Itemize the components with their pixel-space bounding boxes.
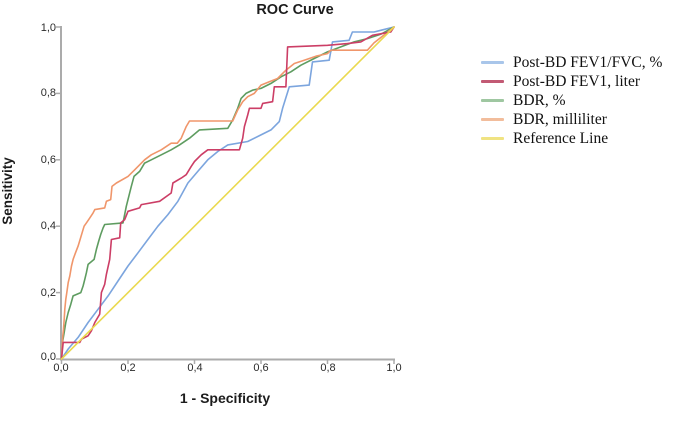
- x-tick-label: 1,0: [386, 362, 402, 374]
- x-tick-label: 0,2: [120, 362, 136, 374]
- roc-curve: [60, 26, 395, 360]
- y-tick-label: 0,4: [40, 220, 56, 232]
- roc-curves: [60, 26, 395, 360]
- y-tick-label: 0,8: [40, 87, 56, 99]
- y-tick-label: 1,0: [40, 22, 56, 34]
- x-tick-label: 0,0: [53, 362, 69, 374]
- legend-label: Reference Line: [513, 129, 609, 147]
- x-tick-label: 0,4: [187, 362, 203, 374]
- y-tick-label: 0,2: [40, 287, 56, 299]
- legend-line-swatch: [481, 118, 504, 121]
- legend: Post-BD FEV1/FVC, % Post-BD FEV1, liter …: [481, 53, 662, 148]
- y-tick-label: 0,6: [40, 154, 56, 166]
- legend-item: Post-BD FEV1, liter: [481, 72, 662, 91]
- legend-label: Post-BD FEV1, liter: [513, 72, 641, 90]
- x-tick-label: 0,8: [320, 362, 336, 374]
- axis-ticks: [56, 26, 395, 364]
- legend-line-swatch: [481, 99, 504, 102]
- chart-title: ROC Curve: [256, 2, 334, 18]
- legend-label: BDR, milliliter: [513, 110, 607, 128]
- legend-item: Post-BD FEV1/FVC, %: [481, 53, 662, 72]
- x-tick-label: 0,6: [253, 362, 269, 374]
- x-axis-label: 1 - Specificity: [179, 390, 271, 406]
- legend-item: BDR, milliliter: [481, 110, 662, 129]
- y-tick-label: 0,0: [40, 351, 56, 363]
- y-axis-label: Sensitivity: [0, 157, 15, 225]
- legend-item: Reference Line: [481, 129, 662, 148]
- roc-curve: [60, 26, 395, 360]
- legend-item: BDR, %: [481, 91, 662, 110]
- legend-label: BDR, %: [513, 91, 566, 109]
- legend-line-swatch: [481, 137, 504, 140]
- legend-label: Post-BD FEV1/FVC, %: [513, 53, 663, 71]
- roc-curve: [60, 26, 395, 360]
- legend-line-swatch: [481, 80, 504, 83]
- roc-curve: [60, 26, 395, 360]
- legend-line-swatch: [481, 61, 504, 64]
